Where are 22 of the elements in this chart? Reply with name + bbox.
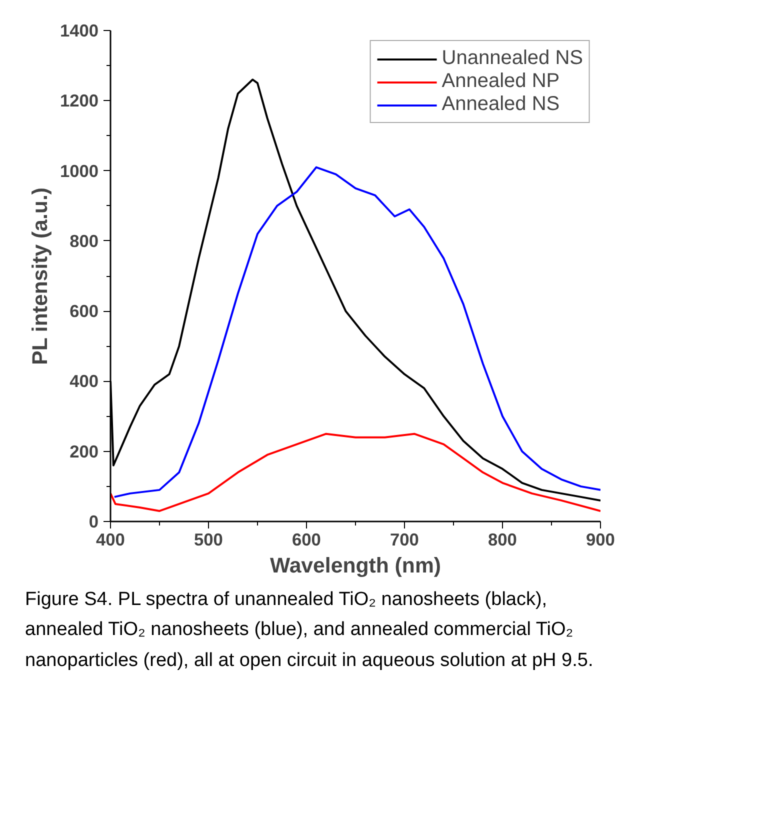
x-tick-label: 900 [586,530,615,550]
legend-label: Annealed NP [442,70,560,93]
y-axis-title: PL intensity (a.u.) [28,188,52,365]
y-tick-label: 200 [70,441,99,462]
legend-label: Annealed NS [442,93,560,116]
y-tick-label: 1000 [60,160,99,181]
legend-label: Unannealed NS [442,47,583,70]
y-tick-label: 400 [70,371,99,392]
x-tick-label: 400 [96,530,125,550]
caption: Figure S4. PL spectra of unannealed TiO₂ nanosheets (black), annealed TiO₂ nanosheets (blue), and annealed commercial TiO₂ nanoparticles (red), all at open circuit in aqueous solution at pH 9.5. [25,588,594,673]
line-series [110,432,600,512]
x-tick-label: 700 [390,530,419,550]
line-series [113,166,600,498]
y-tick-label: 600 [70,301,99,322]
y-tick-label: 0 [88,512,99,532]
y-tick-label: 1400 [60,20,99,40]
y-tick-label: 800 [70,230,99,251]
x-tick-label: 800 [488,530,517,550]
x-tick-label: 600 [292,530,321,550]
y-tick-label: 1200 [60,90,99,111]
x-tick-label: 500 [194,530,223,550]
x-axis-title: Wavelength (nm) [270,554,442,578]
